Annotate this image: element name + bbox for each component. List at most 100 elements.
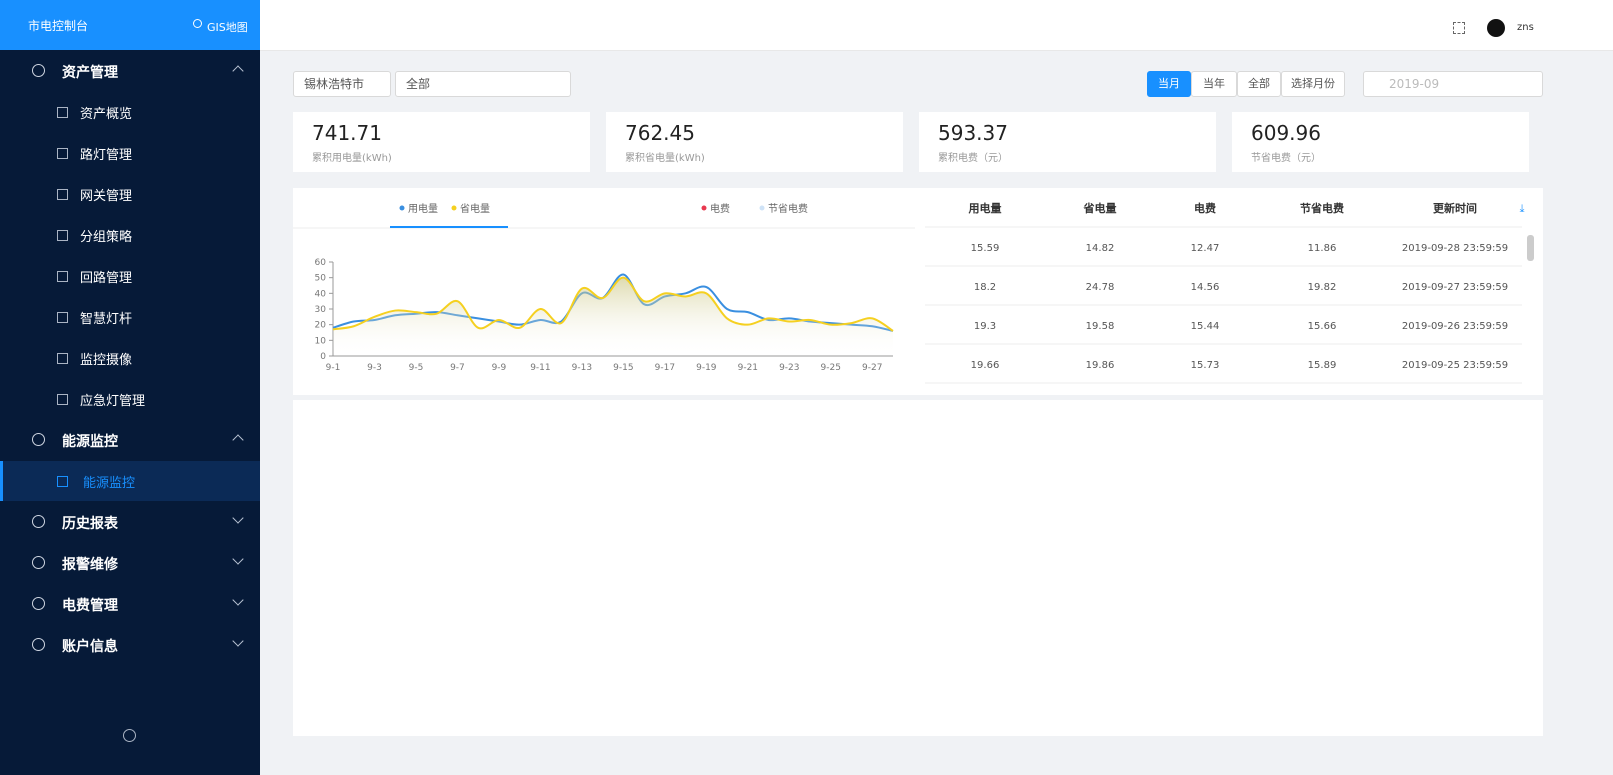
legend-label: 电费: [710, 202, 730, 215]
menu-group[interactable]: 报警维修: [62, 557, 118, 573]
table-header: 省电量: [1083, 201, 1117, 215]
period-tab[interactable]: 选择月份: [1281, 71, 1345, 97]
stat-value: 593.37: [938, 121, 1008, 145]
stat-label: 累积用电量(kWh): [312, 153, 392, 164]
menu-group[interactable]: 账户信息: [62, 639, 118, 655]
stat-value: 741.71: [312, 121, 382, 145]
submenu-icon: [57, 312, 68, 323]
x-tick-label: 9-7: [450, 363, 465, 373]
stat-card: 762.45 累积省电量(kWh): [606, 112, 903, 172]
table-cell: 14.82: [1086, 243, 1115, 254]
submenu-icon: [57, 230, 68, 241]
submenu-icon: [57, 107, 68, 118]
submenu-icon: [57, 476, 68, 487]
stat-card: 609.96 节省电费（元）: [1232, 112, 1529, 172]
table-cell: 15.66: [1308, 321, 1337, 332]
legend-dot: [451, 205, 457, 211]
submenu-icon: [57, 148, 68, 159]
submenu-item[interactable]: 能源监控: [83, 476, 136, 491]
submenu-item[interactable]: 分组策略: [80, 230, 133, 245]
table-cell: 11.86: [1308, 243, 1337, 254]
submenu-item[interactable]: 网关管理: [80, 189, 133, 204]
period-tab[interactable]: 当月: [1147, 71, 1191, 97]
gis-icon: [193, 19, 202, 28]
table-cell: 15.73: [1191, 360, 1220, 371]
gis-link[interactable]: GIS地图: [207, 21, 248, 34]
y-tick-label: 20: [315, 321, 327, 331]
table-header: 用电量: [969, 201, 1002, 215]
submenu-item[interactable]: 资产概览: [80, 107, 133, 122]
table-header: 电费: [1194, 201, 1216, 215]
y-tick-label: 0: [320, 352, 326, 362]
period-tab[interactable]: 当年: [1191, 71, 1237, 97]
y-tick-label: 40: [315, 289, 327, 299]
fullscreen[interactable]: [1453, 22, 1465, 34]
chart-panel: [293, 188, 1543, 395]
x-tick-label: 9-19: [696, 363, 717, 373]
app-title: 市电控制台: [28, 19, 89, 33]
menu-icon: [32, 638, 45, 651]
menu-group[interactable]: 历史报表: [62, 516, 118, 532]
period-tab[interactable]: 全部: [1237, 71, 1281, 97]
area-select[interactable]: 全部: [395, 71, 571, 97]
table-cell: 24.78: [1086, 282, 1115, 293]
active-bg: [0, 461, 260, 501]
submenu-icon: [57, 353, 68, 364]
scrollbar: [1527, 235, 1534, 261]
stat-value: 609.96: [1251, 121, 1321, 145]
y-tick-label: 10: [315, 336, 327, 346]
table-cell: 19.86: [1086, 360, 1115, 371]
submenu-item[interactable]: 回路管理: [80, 271, 133, 286]
submenu-item[interactable]: 智慧灯杆: [80, 312, 133, 327]
legend-dot: [399, 205, 405, 211]
y-tick-label: 60: [315, 258, 327, 268]
x-tick-label: 9-25: [821, 363, 841, 373]
download-icon[interactable]: ⤓: [1520, 202, 1525, 215]
x-tick-label: 9-23: [779, 363, 799, 373]
submenu-item[interactable]: 路灯管理: [80, 148, 133, 163]
legend-label: 用电量: [408, 202, 438, 215]
line: [332, 276, 894, 332]
x-tick-label: 9-13: [572, 363, 592, 373]
submenu-icon: [57, 271, 68, 282]
menu-group[interactable]: 资产管理: [62, 65, 118, 81]
menu-icon: [32, 433, 45, 446]
table-cell: 2019-09-25 23:59:59: [1402, 360, 1508, 371]
collapse[interactable]: [123, 729, 136, 742]
header: [260, 0, 1613, 51]
submenu-item[interactable]: 应急灯管理: [80, 394, 146, 409]
legend-dot: [701, 205, 707, 211]
area: [333, 277, 893, 356]
menu-group[interactable]: 能源监控: [62, 434, 118, 450]
menu-icon: [32, 515, 45, 528]
x-tick-label: 9-11: [530, 363, 550, 373]
submenu-icon: [57, 189, 68, 200]
stat-card: 593.37 累积电费（元）: [919, 112, 1216, 172]
menu-icon: [32, 64, 45, 77]
avatar: [1487, 19, 1505, 37]
stat-label: 累积省电量(kWh): [625, 153, 705, 164]
username[interactable]: zns: [1517, 22, 1534, 33]
y-tick-label: 50: [315, 274, 327, 284]
x-tick-label: 9-21: [738, 363, 758, 373]
donut-panel: [293, 400, 1543, 736]
x-tick-label: 9-5: [409, 363, 424, 373]
date-picker[interactable]: 2019-09: [1363, 71, 1543, 97]
table-cell: 19.58: [1086, 321, 1115, 332]
x-tick-label: 9-17: [655, 363, 675, 373]
city-select[interactable]: 锡林浩特市: [293, 71, 391, 97]
table-cell: 19.3: [974, 321, 996, 332]
submenu-item[interactable]: 监控摄像: [80, 353, 133, 368]
x-tick-label: 9-3: [367, 363, 382, 373]
legend-label: 节省电费: [768, 202, 808, 215]
stat-card: 741.71 累积用电量(kWh): [293, 112, 590, 172]
table-cell: 19.82: [1308, 282, 1337, 293]
table-cell: 15.59: [971, 243, 1000, 254]
table-header: 节省电费: [1300, 201, 1344, 215]
submenu-icon: [57, 394, 68, 405]
y-tick-label: 30: [315, 305, 327, 315]
sidebar-top: [0, 0, 260, 50]
menu-icon: [32, 597, 45, 610]
menu-group[interactable]: 电费管理: [62, 598, 118, 614]
table-cell: 15.44: [1191, 321, 1220, 332]
